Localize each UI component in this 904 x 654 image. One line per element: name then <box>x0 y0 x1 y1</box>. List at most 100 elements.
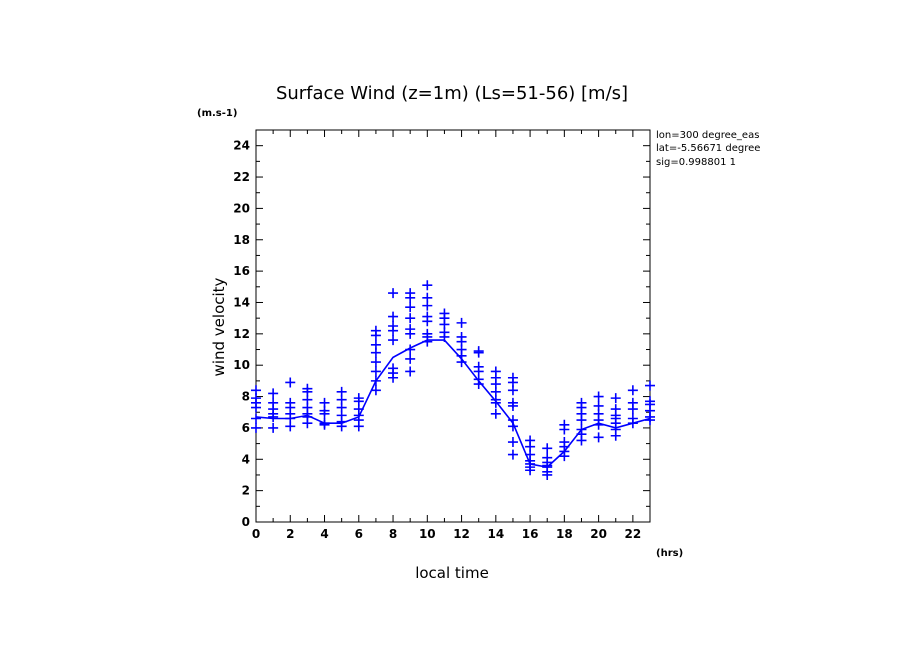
y-tick-label: 10 <box>233 358 250 372</box>
data-point-marker <box>593 419 604 430</box>
data-point-marker <box>456 357 467 368</box>
data-point-marker <box>593 391 604 402</box>
data-point-marker <box>507 449 518 460</box>
data-point-marker <box>353 421 364 432</box>
data-point-marker <box>388 335 399 346</box>
data-point-marker <box>439 331 450 342</box>
data-point-marker <box>422 300 433 311</box>
data-point-marker <box>302 418 313 429</box>
y-tick-label: 14 <box>233 295 250 309</box>
info-sigma: sig=0.998801 1 <box>656 157 736 168</box>
x-tick-label: 6 <box>355 527 363 541</box>
data-point-marker <box>627 418 638 429</box>
data-point-marker <box>645 380 655 391</box>
y-tick-label: 20 <box>233 201 250 215</box>
x-tick-label: 8 <box>389 527 397 541</box>
x-tick-label: 4 <box>320 527 328 541</box>
y-tick-label: 12 <box>233 327 250 341</box>
x-tick-label: 16 <box>522 527 539 541</box>
data-point-marker <box>525 465 536 476</box>
y-tick-label: 22 <box>233 170 250 184</box>
data-point-marker <box>285 377 296 388</box>
data-point-marker <box>319 419 330 430</box>
data-point-marker <box>388 311 399 322</box>
data-point-marker <box>542 469 553 480</box>
y-tick-label: 8 <box>242 390 250 404</box>
data-point-marker <box>251 413 261 424</box>
data-point-marker <box>490 397 501 408</box>
data-point-marker <box>627 404 638 415</box>
x-tick-label: 2 <box>286 527 294 541</box>
y-tick-label: 4 <box>242 452 250 466</box>
x-tick-label: 22 <box>625 527 642 541</box>
plot-frame <box>255 129 651 523</box>
x-tick-label: 12 <box>453 527 470 541</box>
data-point-marker <box>251 422 261 433</box>
data-point-marker <box>422 316 433 327</box>
data-point-marker <box>268 411 279 422</box>
y-tick-label: 18 <box>233 233 250 247</box>
data-point-marker <box>370 375 381 386</box>
data-point-marker <box>507 400 518 411</box>
data-point-marker <box>405 328 416 339</box>
x-tick-label: 0 <box>252 527 260 541</box>
data-point-marker <box>405 292 416 303</box>
data-point-marker <box>473 379 484 390</box>
info-latitude: lat=-5.56671 degree <box>656 143 760 154</box>
data-point-marker <box>422 280 433 291</box>
data-point-marker <box>576 435 587 446</box>
data-point-marker <box>645 415 655 426</box>
data-point-marker <box>405 302 416 313</box>
data-point-marker <box>268 422 279 433</box>
y-tick-label: 24 <box>233 139 250 153</box>
x-tick-label: 18 <box>556 527 573 541</box>
data-point-marker <box>627 385 638 396</box>
data-point-marker <box>507 421 518 432</box>
y-unit-label: (m.s-1) <box>197 108 237 119</box>
info-box: lon=300 degree_eas lat=-5.56671 degree s… <box>656 130 760 168</box>
x-tick-label: 10 <box>419 527 436 541</box>
x-tick-label: 14 <box>487 527 504 541</box>
data-point-marker <box>405 366 416 377</box>
data-point-marker <box>405 313 416 324</box>
data-point-marker <box>610 393 621 404</box>
data-point-marker <box>559 451 570 462</box>
y-axis-label: wind velocity <box>210 277 228 376</box>
info-longitude: lon=300 degree_eas <box>656 130 759 141</box>
data-point-marker <box>268 388 279 399</box>
data-point-marker <box>388 288 399 299</box>
data-point-marker <box>507 385 518 396</box>
data-point-marker <box>405 344 416 355</box>
x-axis-label: local time <box>415 564 489 582</box>
y-tick-label: 6 <box>242 421 250 435</box>
data-point-marker <box>576 415 587 426</box>
y-tick-label: 16 <box>233 264 250 278</box>
data-point-marker <box>593 432 604 443</box>
data-point-marker <box>370 347 381 358</box>
data-point-marker <box>422 336 433 347</box>
data-point-marker <box>370 330 381 341</box>
data-point-marker <box>610 430 621 441</box>
y-tick-label: 0 <box>242 515 250 529</box>
x-unit-label: (hrs) <box>656 548 683 559</box>
data-point-marker <box>507 437 518 448</box>
data-point-marker <box>370 366 381 377</box>
x-tick-label: 20 <box>590 527 607 541</box>
data-point-marker <box>285 421 296 432</box>
data-point-marker <box>473 347 484 358</box>
data-point-marker <box>490 408 501 419</box>
data-point-marker <box>388 372 399 383</box>
data-point-marker <box>251 402 261 413</box>
data-point-marker <box>336 421 347 432</box>
data-point-marker <box>319 408 330 419</box>
chart-title: Surface Wind (z=1m) (Ls=51-56) [m/s] <box>276 83 628 104</box>
data-point-marker <box>370 357 381 368</box>
data-point-marker <box>388 325 399 336</box>
data-point-marker <box>405 353 416 364</box>
data-point-marker <box>456 317 467 328</box>
mean-wind-line <box>255 339 651 468</box>
data-point-marker <box>370 385 381 396</box>
data-point-marker <box>542 443 553 454</box>
